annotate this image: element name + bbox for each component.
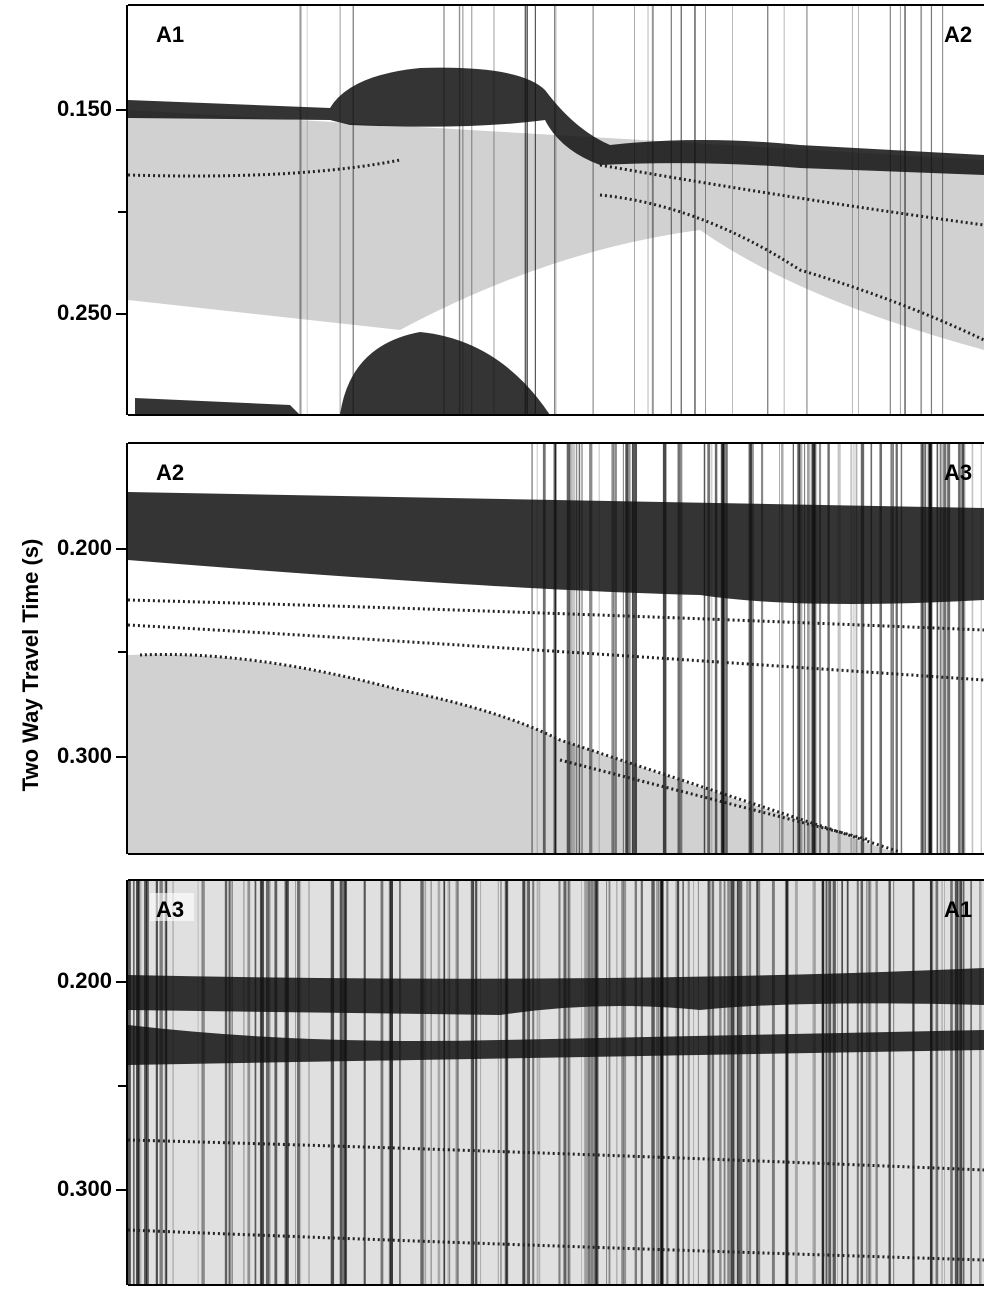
y-tick-label: 0.300 (57, 1176, 112, 1201)
strong-reflector (135, 398, 300, 415)
seismic-panel (128, 881, 984, 1285)
reflector-line (128, 1138, 984, 1172)
y-tick-label: 0.300 (57, 743, 112, 768)
section-start-label: A3 (156, 897, 184, 922)
strong-reflector (128, 67, 984, 175)
y-tick-label: 0.200 (57, 968, 112, 993)
label-bg (150, 893, 194, 921)
speckle-texture (128, 6, 984, 415)
y-tick-label: 0.200 (57, 535, 112, 560)
reflector-line (128, 623, 984, 682)
label-bg (150, 456, 194, 484)
strong-reflector (128, 492, 984, 604)
seismic-panel (128, 444, 984, 854)
reflector-line (559, 758, 871, 842)
reflector-line (128, 158, 401, 178)
strong-reflector (340, 332, 550, 415)
section-end-label: A2 (944, 22, 972, 47)
strong-reflector (128, 968, 984, 1015)
y-tick-label: 0.150 (57, 96, 112, 121)
section-start-label: A1 (156, 22, 184, 47)
strong-reflector (128, 1025, 984, 1065)
diffuse-reflection (128, 881, 984, 1285)
diffuse-reflection (128, 110, 984, 350)
section-end-label: A1 (944, 897, 972, 922)
diffuse-reflection (128, 654, 900, 854)
y-tick-label: 0.250 (57, 300, 112, 325)
panels: 0.150 0.250 A1 A2 0.200 0.300 A2 A3 0.200 0.300 A3… (57, 4, 984, 1286)
section-start-label: A2 (156, 460, 184, 485)
label-bg (150, 18, 194, 46)
reflector-line (139, 652, 901, 854)
reflector-line (599, 193, 984, 342)
reflector-line (128, 1228, 984, 1262)
reflector-line (128, 598, 984, 632)
seismic-panel (128, 6, 984, 415)
y-axis-label: Two Way Travel Time (s) (18, 539, 43, 792)
section-end-label: A3 (944, 460, 972, 485)
